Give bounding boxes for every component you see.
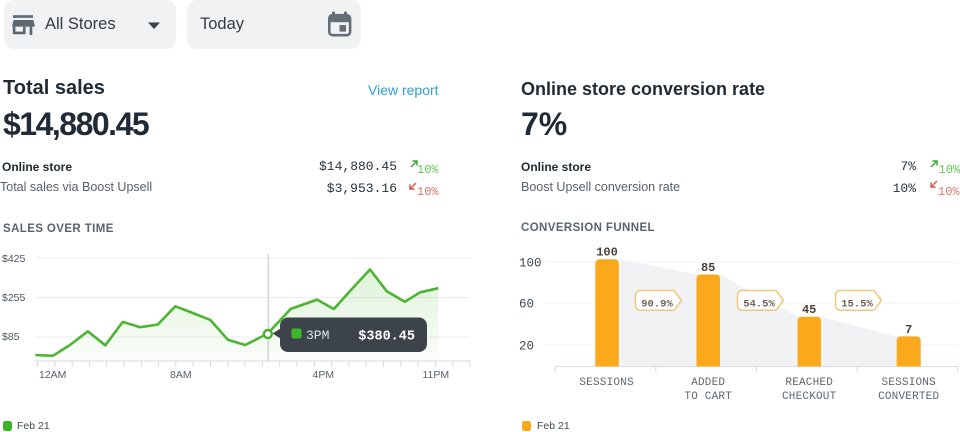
- svg-text:20: 20: [519, 340, 534, 354]
- svg-text:3PM: 3PM: [306, 328, 329, 343]
- svg-text:TO CART: TO CART: [684, 391, 732, 403]
- svg-text:REACHED: REACHED: [785, 377, 833, 389]
- svg-text:$380.45: $380.45: [358, 330, 415, 345]
- svg-text:7: 7: [905, 323, 912, 337]
- svg-text:54.5%: 54.5%: [743, 298, 775, 310]
- svg-text:100: 100: [596, 246, 618, 260]
- svg-text:CHECKOUT: CHECKOUT: [782, 391, 837, 403]
- svg-text:ADDED: ADDED: [691, 377, 725, 389]
- svg-text:60: 60: [519, 298, 534, 312]
- svg-text:15.5%: 15.5%: [841, 298, 873, 310]
- svg-text:SESSIONS: SESSIONS: [579, 377, 634, 389]
- svg-text:SESSIONS: SESSIONS: [881, 377, 936, 389]
- svg-text:90.9%: 90.9%: [641, 298, 673, 310]
- svg-text:85: 85: [701, 261, 715, 275]
- svg-text:45: 45: [802, 303, 816, 317]
- svg-text:100: 100: [519, 257, 542, 271]
- svg-text:CONVERTED: CONVERTED: [878, 391, 939, 403]
